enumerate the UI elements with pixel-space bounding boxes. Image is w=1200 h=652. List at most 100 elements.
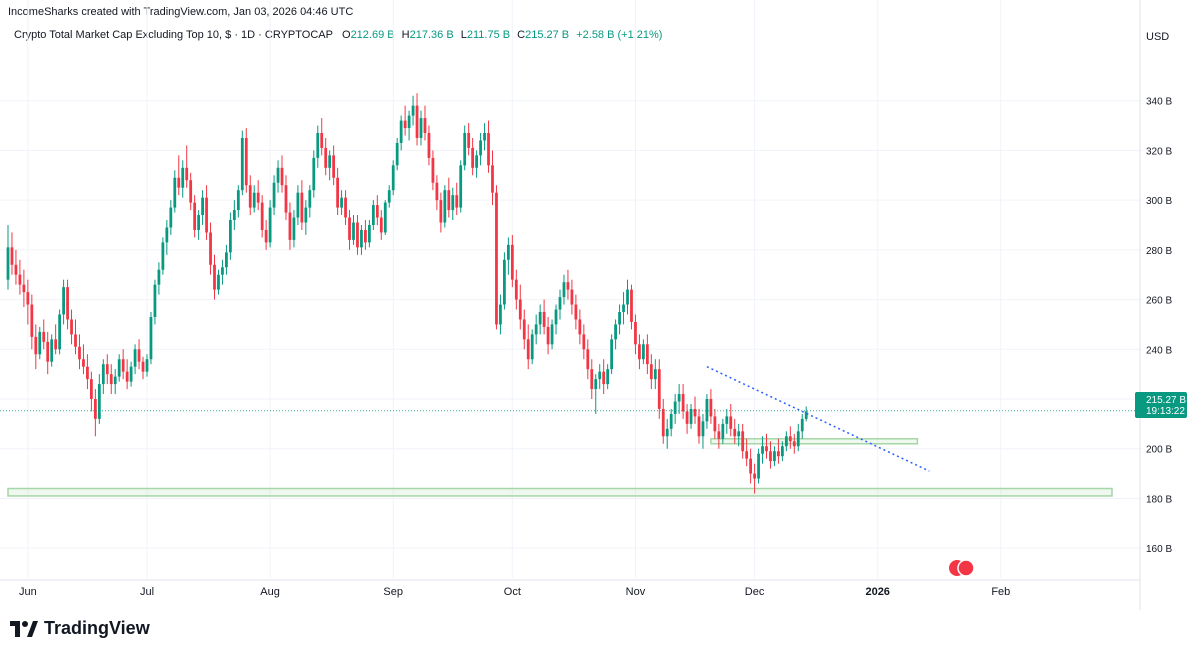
open-value: 212.69 B	[350, 29, 395, 41]
candle-body	[741, 431, 745, 452]
candle-body	[506, 244, 510, 260]
candle-body	[566, 282, 570, 290]
candle-body	[221, 267, 224, 275]
candle-body	[105, 364, 109, 375]
candle-body	[62, 287, 65, 315]
candle-body	[225, 252, 228, 268]
candle-body	[38, 331, 42, 355]
candle-body	[403, 120, 407, 129]
candle-body	[645, 344, 649, 365]
low-value: 211.75 B	[466, 29, 511, 41]
candle-body	[443, 190, 447, 223]
candle-body	[761, 446, 764, 454]
y-tick-label: 200 B	[1146, 445, 1172, 456]
candle-body	[681, 394, 685, 412]
candle-body	[133, 349, 137, 367]
candle-body	[66, 287, 69, 320]
candle-body	[280, 167, 284, 186]
candle-body	[46, 341, 50, 362]
candle-body	[804, 411, 808, 419]
candle-body	[58, 314, 62, 350]
currency-label[interactable]: USD	[1146, 31, 1170, 43]
us-flag-icon-2[interactable]	[957, 559, 975, 577]
candle-body	[514, 279, 518, 300]
candle-body	[455, 195, 459, 208]
symbol-legend: Crypto Total Market Cap Excluding Top 10…	[14, 29, 666, 41]
candle-body	[677, 394, 681, 402]
candle-body	[689, 408, 693, 424]
candle-body	[74, 334, 77, 347]
overlays	[0, 366, 1138, 472]
x-tick-label: Jun	[19, 586, 37, 598]
candle-body	[78, 346, 81, 360]
candle-body	[737, 431, 741, 437]
candle-body	[590, 369, 594, 390]
candle-body	[467, 133, 471, 148]
symbol-name[interactable]: Crypto Total Market Cap Excluding Top 10…	[14, 29, 333, 41]
candle-body	[97, 384, 101, 419]
y-tick-label: 180 B	[1146, 494, 1172, 505]
change-value: +2.58 B (+1.21%)	[576, 29, 663, 41]
candle-body	[546, 326, 550, 345]
candle-body	[562, 282, 566, 298]
tradingview-logo[interactable]: TradingView	[10, 618, 150, 639]
candle-body	[356, 222, 359, 248]
candle-body	[777, 451, 780, 457]
event-icons[interactable]	[949, 559, 975, 577]
candle-body	[272, 182, 276, 208]
candle-body	[606, 369, 610, 385]
candle-body	[328, 155, 332, 168]
candle-body	[475, 155, 478, 168]
candle-body	[554, 309, 558, 325]
candle-body	[387, 190, 391, 203]
candle-body	[673, 401, 677, 414]
candle-body	[653, 369, 657, 380]
candle-body	[379, 217, 383, 233]
candle-body	[522, 319, 526, 340]
candle-body	[630, 289, 633, 322]
y-tick-label: 320 B	[1146, 146, 1172, 157]
candle-body	[121, 359, 125, 372]
candle-body	[141, 361, 145, 372]
candle-body	[375, 205, 379, 218]
candle-body	[149, 316, 153, 360]
candle-body	[209, 232, 212, 265]
close-value: 215.27 B	[525, 29, 570, 41]
candle-body	[173, 177, 177, 208]
candle-body	[749, 458, 753, 474]
candle-body	[18, 274, 22, 285]
tradingview-logo-icon	[10, 620, 38, 637]
candle-body	[117, 359, 121, 377]
candle-body	[411, 105, 415, 116]
candle-body	[510, 244, 514, 280]
candle-body	[93, 399, 97, 419]
candle-body	[792, 441, 796, 447]
candle-body	[479, 140, 482, 156]
candle-body	[796, 431, 800, 447]
candle-body	[542, 312, 546, 327]
candle-body	[113, 376, 117, 385]
candle-body	[169, 207, 173, 228]
candle-body	[292, 217, 296, 240]
candle-body	[784, 436, 788, 447]
candle-body	[753, 473, 756, 479]
candle-body	[578, 319, 582, 335]
candle-body	[538, 312, 542, 325]
x-tick-label: Feb	[991, 586, 1010, 598]
x-axis[interactable]: Jun Jul Aug Sep Oct Nov Dec 2026 Feb	[19, 586, 1010, 598]
candle-body	[54, 339, 58, 350]
candle-body	[717, 431, 721, 439]
candle-body	[296, 192, 300, 218]
candle-body	[530, 334, 534, 360]
candle-body	[661, 408, 665, 437]
candle-body	[550, 324, 554, 345]
candle-body	[622, 304, 625, 312]
tradingview-wordmark: TradingView	[44, 618, 150, 638]
candle-body	[332, 155, 336, 178]
candle-body	[240, 137, 244, 191]
candle-body	[503, 259, 506, 305]
candle-body	[669, 413, 673, 429]
candle-body	[70, 319, 73, 335]
